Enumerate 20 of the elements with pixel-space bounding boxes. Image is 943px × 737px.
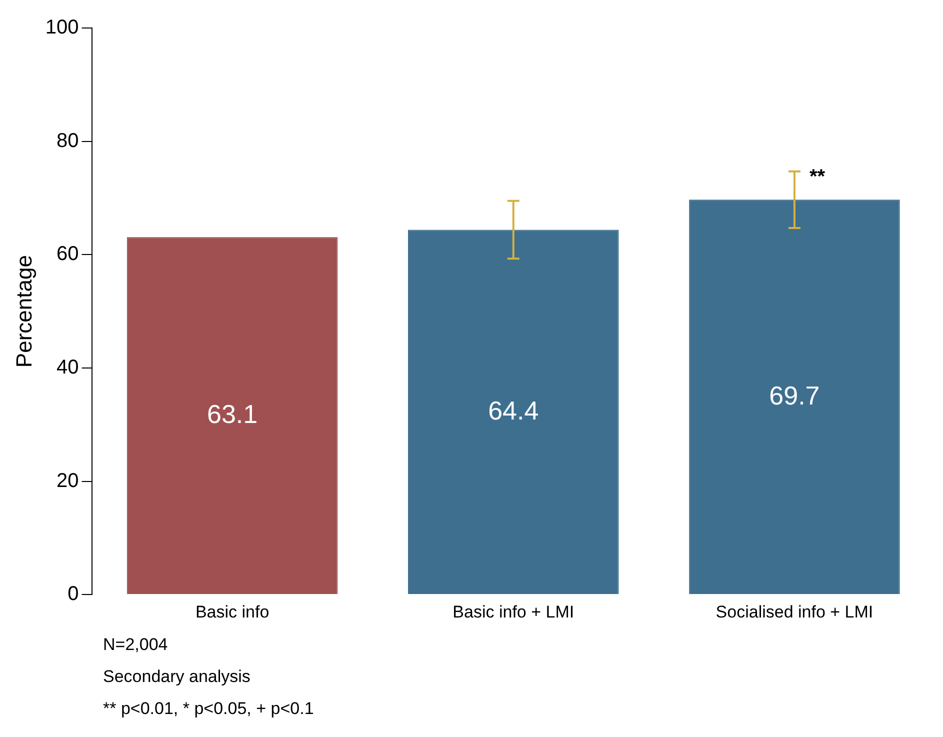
data-label: 64.4 — [488, 395, 539, 426]
y-tick-label: 0 — [68, 583, 79, 606]
text: Secondary analysis — [103, 667, 252, 687]
y-tick-label: 20 — [56, 470, 79, 492]
bar — [126, 237, 338, 594]
x-tick-label: Socialised info + LMI — [716, 602, 874, 622]
y-tick-label: 80 — [56, 130, 79, 152]
text: N=2,004 — [103, 635, 169, 655]
x-tick-label: Basic info — [195, 602, 270, 622]
bar — [408, 230, 619, 594]
y-axis-title: Percentage — [11, 255, 36, 368]
text: ** p<0.01, * p<0.05, + p<0.1 — [103, 699, 315, 719]
y-tick-label: 40 — [56, 356, 79, 378]
y-tick-label: 100 — [45, 16, 79, 39]
annotation: ** — [809, 166, 826, 188]
data-label: 63.1 — [207, 399, 258, 430]
y-tick-label: 60 — [56, 243, 79, 266]
bar — [689, 200, 900, 594]
x-tick-label: Basic info + LMI — [452, 602, 574, 622]
data-label: 69.7 — [769, 380, 820, 410]
